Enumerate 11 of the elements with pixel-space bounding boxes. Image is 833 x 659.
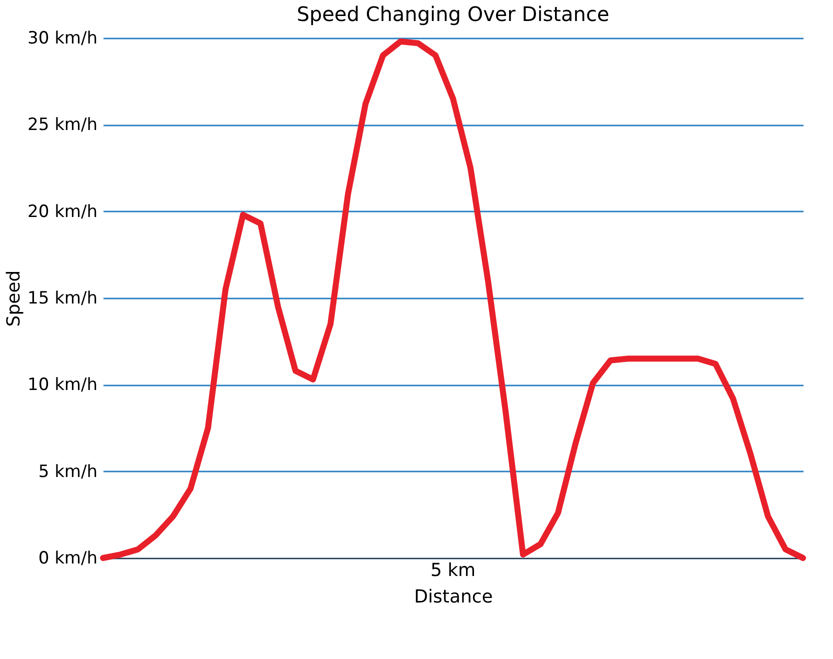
y-tick-label: 15 km/h — [28, 288, 98, 308]
y-tick-label: 20 km/h — [28, 202, 98, 222]
y-axis-title: Speed — [4, 270, 25, 327]
y-tick-label: 10 km/h — [28, 375, 98, 396]
chart-title: Speed Changing Over Distance — [296, 2, 610, 26]
y-tick-label: 0 km/h — [38, 548, 98, 568]
text: 5 km — [430, 560, 476, 581]
y-tick-label: 5 km/h — [38, 462, 98, 482]
y-tick-label: 25 km/h — [28, 115, 98, 136]
x-axis-title: Distance — [414, 586, 493, 608]
y-tick-label: 30 km/h — [28, 28, 98, 48]
